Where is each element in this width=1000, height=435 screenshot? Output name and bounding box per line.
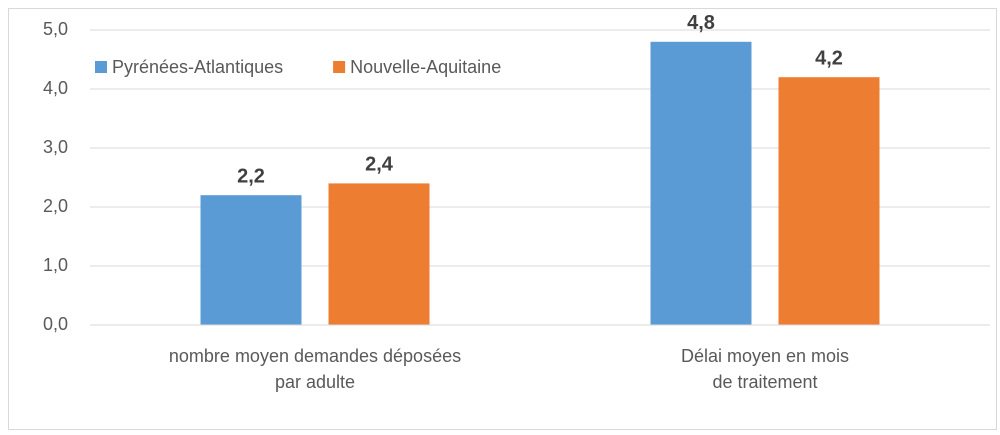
bar (778, 77, 880, 325)
bar (328, 183, 430, 325)
value-label: 4,8 (687, 12, 715, 34)
legend-label: Nouvelle-Aquitaine (350, 57, 501, 77)
bar (650, 41, 752, 326)
chart-border (8, 8, 997, 430)
bar (200, 195, 302, 325)
x-tick-label: Délai moyen en mois de traitement (680, 346, 850, 392)
y-tick-label: 4,0 (43, 78, 68, 98)
y-tick-label: 3,0 (43, 137, 68, 157)
y-tick-label: 5,0 (43, 19, 68, 39)
value-label: 4,2 (815, 47, 843, 69)
value-label: 2,2 (237, 165, 265, 187)
legend-swatch (95, 61, 107, 73)
y-tick-label: 2,0 (43, 196, 68, 216)
legend-swatch (333, 61, 346, 73)
legend-label: Pyrénées-Atlantiques (112, 57, 283, 77)
value-label: 2,4 (365, 154, 394, 176)
y-tick-label: 0,0 (43, 314, 68, 334)
y-tick-label: 1,0 (43, 255, 68, 275)
x-tick-label: nombre moyen demandes déposées par adult… (168, 346, 462, 392)
